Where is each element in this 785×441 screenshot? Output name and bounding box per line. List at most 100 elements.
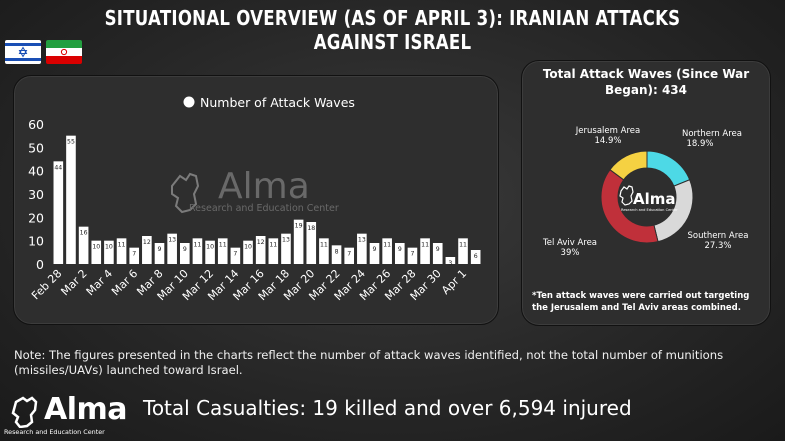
- israel-flag-icon: [5, 40, 41, 64]
- bar-value-label: 10: [206, 244, 214, 251]
- bar-value-label: 16: [80, 230, 88, 237]
- donut-center-logo: Alma Research and Education Center: [619, 185, 678, 212]
- bar-value-label: 11: [383, 241, 391, 248]
- donut-center-map-icon: [619, 185, 634, 206]
- bar: [445, 257, 456, 264]
- bar-chart-panel: Alma Research and Education Center Numbe…: [13, 75, 499, 325]
- bar-value-label: 7: [410, 251, 414, 258]
- footer-note: Note: The figures presented in the chart…: [14, 348, 724, 377]
- legend-marker: [183, 96, 195, 108]
- bar: [369, 243, 380, 264]
- alma-logo-name: Alma: [44, 392, 128, 427]
- bar-value-label: 3: [448, 260, 452, 267]
- bar: [407, 247, 418, 264]
- bar-chart: Alma Research and Education Center Numbe…: [28, 95, 481, 303]
- bar-value-label: 11: [421, 241, 429, 248]
- slice-label: Southern Area: [688, 231, 749, 241]
- bar: [116, 238, 127, 264]
- y-tick-label: 50: [28, 140, 44, 155]
- bar-value-label: 9: [398, 246, 402, 253]
- bar-value-label: 7: [347, 251, 351, 258]
- watermark-name: Alma: [218, 166, 310, 207]
- x-tick-label: Mar 4: [84, 267, 115, 298]
- bar: [230, 247, 241, 264]
- watermark: Alma Research and Education Center: [171, 166, 339, 214]
- bar: [192, 238, 203, 264]
- bar: [319, 238, 329, 264]
- page-title: Situational Overview (as of April 3): Ir…: [104, 6, 681, 54]
- y-tick-label: 60: [28, 117, 44, 132]
- x-tick-label: Feb 28: [29, 267, 64, 302]
- bar-value-label: 12: [257, 239, 265, 246]
- y-tick-label: 10: [28, 234, 44, 249]
- bar: [142, 236, 152, 264]
- bar-value-label: 44: [54, 164, 62, 171]
- slice-label: Jerusalem Area: [575, 126, 640, 136]
- bar: [470, 250, 481, 264]
- alma-logo-subtitle: Research and Education Center: [4, 428, 105, 436]
- y-tick-label: 40: [28, 164, 44, 179]
- bar-value-label: 13: [282, 237, 290, 244]
- x-tick-label: Mar 2: [58, 267, 89, 298]
- y-tick-label: 20: [28, 210, 44, 225]
- alma-logo: Alma Research and Education Center: [4, 394, 136, 440]
- bar: [53, 161, 64, 264]
- slice-label: Tel Aviv Area: [542, 238, 597, 248]
- slice-percent: 14.9%: [594, 136, 621, 146]
- slice-label: Northern Area: [682, 129, 742, 139]
- y-tick-label: 0: [36, 257, 44, 272]
- bar: [420, 238, 430, 264]
- slice-percent: 39%: [561, 248, 580, 258]
- bar: [394, 243, 405, 264]
- bar-value-label: 55: [67, 139, 75, 146]
- bar-value-label: 9: [183, 246, 187, 253]
- slice-percent: 18.9%: [686, 139, 713, 149]
- bar-value-label: 11: [459, 241, 467, 248]
- casualties-summary: Total Casualties: 19 killed and over 6,5…: [143, 396, 632, 420]
- y-tick-label: 30: [28, 187, 44, 202]
- bar: [357, 233, 367, 264]
- donut-slice: [646, 150, 691, 187]
- bar: [91, 240, 102, 264]
- bar: [78, 226, 89, 264]
- pie-chart-panel: Total Attack Waves (Since War Began): 43…: [521, 60, 771, 326]
- bar-value-label: 7: [233, 251, 237, 258]
- donut-center-subtitle: Research and Education Center: [621, 208, 678, 212]
- watermark-map-icon: [171, 172, 200, 214]
- bar: [458, 238, 468, 264]
- bar-value-label: 11: [118, 241, 126, 248]
- watermark-subtitle: Research and Education Center: [189, 203, 339, 214]
- pie-annotation: *Ten attack waves were carried out targe…: [532, 291, 750, 313]
- bar-value-label: 11: [320, 241, 328, 248]
- bar: [129, 247, 140, 264]
- bar-value-label: 11: [194, 241, 202, 248]
- bar-value-label: 9: [436, 246, 440, 253]
- bar: [154, 243, 165, 264]
- bar-value-label: 18: [307, 225, 315, 232]
- legend-label: Number of Attack Waves: [200, 95, 355, 110]
- bar-value-label: 10: [92, 244, 100, 251]
- bar-value-label: 9: [158, 246, 162, 253]
- bar-value-label: 13: [358, 237, 366, 244]
- bar-value-label: 9: [373, 246, 377, 253]
- bar-value-label: 12: [143, 239, 151, 246]
- bar-value-label: 19: [295, 223, 303, 230]
- pie-title: Total Attack Waves (Since War Began): 43…: [542, 67, 750, 97]
- bar: [167, 233, 177, 264]
- bar: [306, 222, 317, 264]
- bar: [66, 135, 76, 264]
- slice-percent: 27.3%: [704, 241, 731, 251]
- bar-value-label: 10: [105, 244, 113, 251]
- y-axis: 0 10 20 30 40 50 60: [28, 117, 44, 272]
- bar: [382, 238, 392, 264]
- bars: 44 55 16 10 10 11 7 12 9 13 9 11 10 11 7 10 12 11 13 19 18 11…: [53, 135, 481, 267]
- donut-center-name: Alma: [633, 190, 676, 208]
- bar-value-label: 6: [474, 253, 478, 260]
- bar: [179, 243, 190, 264]
- bar: [293, 219, 304, 264]
- bar: [344, 247, 355, 264]
- bar: [205, 240, 215, 264]
- x-tick-label: Apr 1: [439, 267, 469, 297]
- alma-map-icon: [11, 396, 38, 428]
